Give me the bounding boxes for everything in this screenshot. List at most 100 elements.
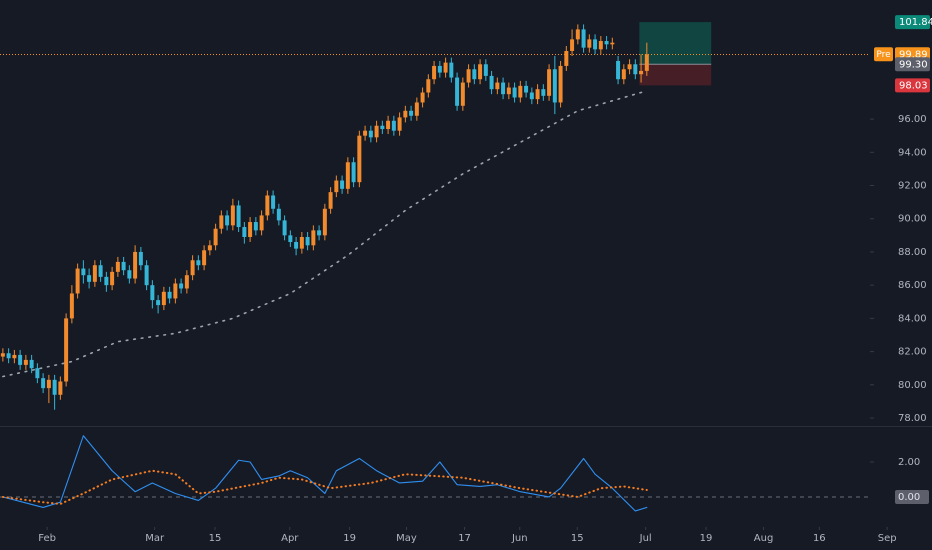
candle-body <box>570 39 575 51</box>
candle-body <box>466 69 471 83</box>
candle-body <box>305 236 310 246</box>
candle-body <box>587 39 592 48</box>
candle-body <box>81 268 86 276</box>
candle-body <box>460 82 465 106</box>
candle-body <box>104 276 109 286</box>
candle-body <box>644 54 649 71</box>
candle-body <box>443 62 448 73</box>
y-tick-label: 94.00 <box>898 147 927 158</box>
zero-label-box <box>895 489 929 504</box>
candle-body <box>161 291 166 306</box>
candle-body <box>472 69 477 80</box>
price-marker <box>895 78 930 93</box>
candle-body <box>115 261 120 272</box>
candle-body <box>483 64 488 76</box>
candle-body <box>150 285 155 301</box>
candle-body <box>299 236 304 249</box>
candle-body <box>357 135 362 183</box>
candle-body <box>23 359 28 365</box>
y-tick-label: 78.00 <box>898 413 927 424</box>
candle-body <box>512 87 517 98</box>
candle-body <box>75 268 80 294</box>
candle-body <box>202 250 207 266</box>
y-tick-label: 2.00 <box>898 457 920 468</box>
candle-body <box>167 291 172 299</box>
y-tick-label: 88.00 <box>898 247 927 258</box>
tag-label: Pre <box>876 50 891 60</box>
candle-body <box>230 205 235 226</box>
candle-body <box>18 354 23 365</box>
candle-body <box>196 260 201 266</box>
x-tick-label: 15 <box>209 533 222 544</box>
candle-body <box>121 261 126 271</box>
y-tick-label: 84.00 <box>898 313 927 324</box>
x-tick-label: 17 <box>458 533 471 544</box>
candle-body <box>593 39 598 50</box>
candle-body <box>288 235 293 242</box>
y-tick-label: 82.00 <box>898 347 927 358</box>
candle-body <box>552 69 557 103</box>
x-tick-label: Jun <box>511 533 528 544</box>
candle-body <box>455 77 460 106</box>
candle-body <box>219 215 224 229</box>
candle-body <box>0 353 5 357</box>
candle-body <box>179 283 184 289</box>
candle-body <box>449 62 454 78</box>
candle-body <box>506 87 511 95</box>
x-tick-label: May <box>396 533 417 544</box>
y-tick-label: 90.00 <box>898 214 927 225</box>
candle-body <box>581 29 586 48</box>
candle-body <box>575 29 580 40</box>
candle-body <box>345 162 350 189</box>
candle-body <box>598 41 603 50</box>
x-tick-label: 19 <box>343 533 356 544</box>
candle-body <box>386 120 391 130</box>
candle-body <box>541 89 546 96</box>
candle-body <box>558 65 563 103</box>
price-marker-label: 99.89 <box>899 49 928 60</box>
candle-body <box>46 379 51 389</box>
candle-body <box>133 251 138 279</box>
candle-body <box>236 205 241 228</box>
candle-body <box>41 378 46 389</box>
candle-body <box>501 82 506 95</box>
candle-body <box>213 228 218 246</box>
candle-body <box>173 283 178 299</box>
candle-body <box>242 227 247 237</box>
candle-body <box>524 85 529 93</box>
candle-body <box>529 92 534 100</box>
candle-body <box>282 220 287 236</box>
candle-body <box>29 359 34 369</box>
y-tick-label: 0.00 <box>898 492 920 503</box>
candle-body <box>69 293 74 319</box>
candle-body <box>92 265 97 282</box>
position-target-zone <box>639 22 712 65</box>
price-marker <box>895 57 930 72</box>
candle-body <box>144 265 149 286</box>
x-tick-label: 16 <box>813 533 826 544</box>
candle-body <box>633 64 638 75</box>
candle-body <box>276 208 281 221</box>
x-tick-label: Aug <box>754 533 774 544</box>
candle-body <box>616 60 621 80</box>
candle-body <box>420 92 425 103</box>
candle-body <box>414 102 419 116</box>
candle-body <box>311 230 316 246</box>
x-tick-label: Apr <box>281 533 299 544</box>
x-tick-label: Sep <box>878 533 897 544</box>
candle-body <box>564 50 569 66</box>
candle-body <box>621 69 626 80</box>
candle-body <box>265 195 270 216</box>
candle-body <box>127 270 132 279</box>
position-stop-zone <box>639 64 712 86</box>
candle-body <box>184 275 189 289</box>
candle-body <box>110 271 115 286</box>
oscillator-line <box>1 469 648 505</box>
candle-body <box>437 65 442 73</box>
candle-body <box>368 130 373 138</box>
candle-body <box>351 162 356 183</box>
tag-box <box>874 47 893 62</box>
x-tick-label: Jul <box>639 533 652 544</box>
